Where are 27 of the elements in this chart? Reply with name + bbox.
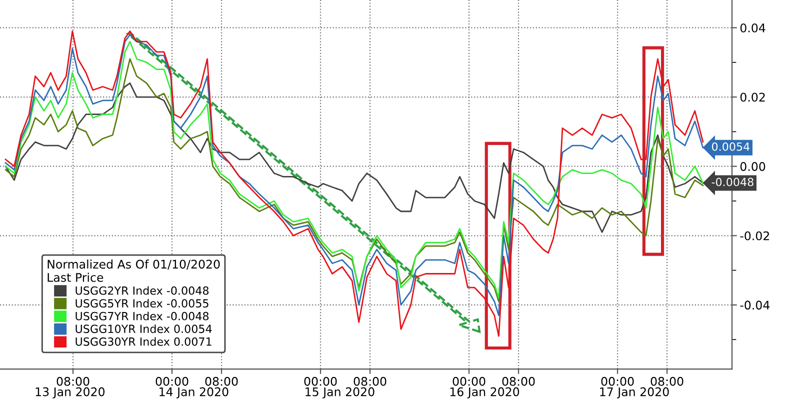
x2-tick-label: 14 Jan 2020 (160, 387, 228, 398)
x2-tick-label: 16 Jan 2020 (450, 387, 520, 398)
legend-label: USGG5YR Index -0.0055 (76, 298, 208, 308)
x2-tick-label: 13 Jan 2020 (36, 387, 105, 398)
legend-label: USGG30YR Index 0.0071 (76, 337, 212, 346)
y-tick-label: -0.04 (740, 300, 770, 310)
x-tick-label: 08:00 (205, 376, 238, 386)
x2-tick-label: 15 Jan 2020 (306, 387, 374, 398)
y-tick-label: 0.00 (740, 162, 766, 171)
x-tick-label: 08:00 (502, 376, 535, 386)
legend-label: USGG10YR Index 0.0054 (76, 324, 212, 334)
data-label: -0.0048 (712, 178, 754, 186)
data-label: 0.0054 (712, 142, 750, 151)
x2-tick-label: 17 Jan 2020 (600, 387, 669, 398)
legend-title: Normalized As Of 01/10/2020 Last Price (48, 260, 220, 282)
x-tick-label: 00:00 (304, 376, 337, 386)
x-tick-label: 08:00 (354, 376, 386, 386)
y-tick-label: 0.04 (740, 23, 766, 32)
x-tick-label: 00:00 (601, 376, 634, 386)
y-tick-label: -0.02 (740, 231, 769, 240)
x-tick-label: 00:00 (452, 376, 486, 386)
legend-label: USGG2YR Index -0.0048 (76, 286, 209, 295)
x-tick-label: 08:00 (56, 376, 90, 386)
x-tick-label: 08:00 (650, 376, 684, 386)
legend-label: USGG7YR Index -0.0048 (76, 312, 209, 320)
y-tick-label: 0.02 (740, 92, 765, 102)
x-tick-label: 00:00 (156, 376, 188, 386)
